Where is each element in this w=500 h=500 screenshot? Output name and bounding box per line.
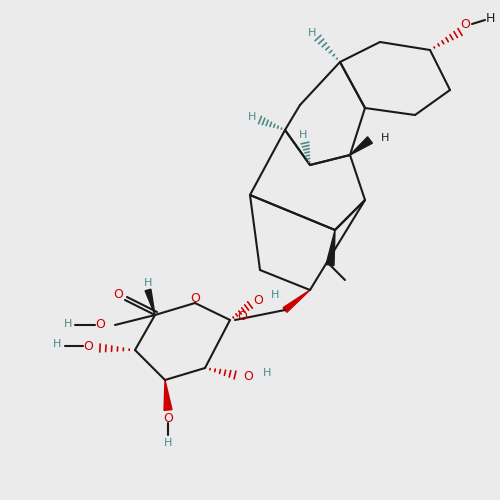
Text: O: O [253,294,263,306]
Text: O: O [113,288,123,300]
Text: O: O [190,292,200,306]
Polygon shape [326,230,335,266]
Text: O: O [460,18,470,30]
Polygon shape [283,290,310,312]
Text: O: O [83,340,93,352]
Polygon shape [164,380,172,410]
Polygon shape [350,137,372,155]
Text: O: O [243,370,253,384]
Text: H: H [271,290,279,300]
Text: H: H [164,438,172,448]
Text: O: O [237,310,247,322]
Text: H: H [486,12,494,24]
Text: O: O [95,318,105,332]
Text: H: H [248,112,256,122]
Text: H: H [308,28,316,38]
Polygon shape [145,289,155,315]
Text: H: H [53,339,61,349]
Text: O: O [163,412,173,424]
Text: H: H [64,319,72,329]
Text: H: H [381,133,389,143]
Text: H: H [263,368,271,378]
Text: H: H [144,278,152,288]
Text: H: H [299,130,307,140]
